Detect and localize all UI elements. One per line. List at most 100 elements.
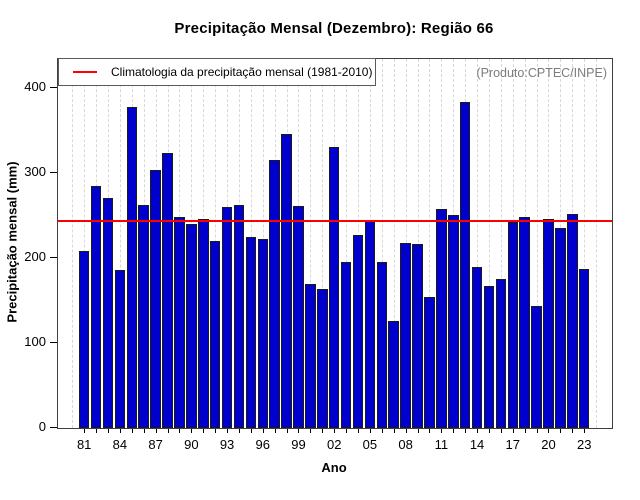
plot-area: Climatologia da precipitação mensal (198… xyxy=(57,58,613,429)
bar-2014 xyxy=(471,267,483,428)
bar-1981 xyxy=(78,251,90,428)
x-axis-tick xyxy=(286,429,288,433)
bar-2022 xyxy=(567,213,578,428)
gridline xyxy=(536,59,538,428)
gridline xyxy=(500,59,502,428)
x-axis-tick-label: 02 xyxy=(326,437,342,452)
bar-2011 xyxy=(436,208,447,428)
gridline xyxy=(84,59,86,428)
bar-1988 xyxy=(162,152,173,428)
bar-1999 xyxy=(293,206,304,428)
x-axis-tick xyxy=(238,429,240,433)
climatology-line xyxy=(58,220,612,223)
x-axis-tick xyxy=(393,429,395,433)
x-axis-tick xyxy=(310,429,312,433)
x-axis-tick xyxy=(334,429,336,433)
y-axis-tick xyxy=(50,171,57,173)
gridline xyxy=(310,59,312,428)
chart-title: Precipitação Mensal (Dezembro): Região 6… xyxy=(174,20,494,37)
x-axis-tick xyxy=(465,429,467,433)
bar-1993 xyxy=(221,206,233,428)
y-axis-tick xyxy=(50,427,57,428)
y-axis-tick-label: 400 xyxy=(24,78,46,94)
bar-1982 xyxy=(90,185,102,428)
x-axis-tick xyxy=(560,429,562,433)
gridline xyxy=(596,59,598,428)
bar-2009 xyxy=(412,244,423,428)
y-axis-tick-label: 200 xyxy=(24,248,46,264)
bar-2006 xyxy=(376,262,388,428)
y-axis-tick-label: 0 xyxy=(38,419,46,434)
x-axis-tick-label: 20 xyxy=(541,437,556,452)
bar-2003 xyxy=(340,262,352,428)
x-axis-tick xyxy=(191,429,193,433)
x-axis-tick xyxy=(215,429,217,433)
x-axis-tick xyxy=(488,429,490,433)
bar-2016 xyxy=(495,279,507,428)
gridline xyxy=(381,59,383,428)
x-axis-tick xyxy=(500,429,502,433)
bar-1983 xyxy=(102,197,114,428)
x-axis-tick xyxy=(512,429,514,433)
x-axis-tick xyxy=(548,429,550,433)
x-axis-tick xyxy=(119,429,121,433)
x-axis-tick xyxy=(417,429,419,433)
bar-1992 xyxy=(209,240,221,428)
y-axis-title: Precipitação mensal (mm) xyxy=(4,161,20,323)
x-axis-tick xyxy=(167,429,169,433)
bar-2012 xyxy=(448,215,459,428)
bar-2018 xyxy=(519,217,530,428)
x-axis-title: Ano xyxy=(321,460,347,475)
bar-2021 xyxy=(555,228,566,428)
bar-1984 xyxy=(114,269,126,428)
y-axis-tick-label: 100 xyxy=(24,333,46,349)
x-axis-tick xyxy=(346,429,348,433)
gridline xyxy=(72,59,74,428)
x-axis-tick-label: 99 xyxy=(291,437,306,452)
x-axis-tick xyxy=(108,429,109,433)
bar-2000 xyxy=(305,284,316,428)
x-axis-tick xyxy=(143,429,145,433)
gridline xyxy=(429,59,431,428)
x-axis-tick-label: 23 xyxy=(576,437,592,452)
gridline xyxy=(119,59,121,428)
gridline xyxy=(488,59,490,428)
gridline xyxy=(346,59,348,428)
legend-box: Climatologia da precipitação mensal (198… xyxy=(58,58,376,86)
x-axis-tick xyxy=(524,429,526,433)
x-axis-tick-label: 14 xyxy=(469,437,485,452)
x-axis-tick-label: 08 xyxy=(398,437,413,452)
bar-2001 xyxy=(317,289,328,428)
gridline xyxy=(477,59,479,428)
bar-1991 xyxy=(198,218,209,428)
x-axis-tick-label: 81 xyxy=(76,437,92,452)
bar-1994 xyxy=(233,205,245,428)
x-axis-tick-label: 87 xyxy=(148,437,163,452)
bar-2005 xyxy=(364,220,376,428)
bar-2019 xyxy=(531,306,542,428)
bar-1997 xyxy=(269,160,280,428)
x-axis-tick xyxy=(84,429,86,433)
x-axis-tick-label: 05 xyxy=(362,437,378,452)
gridline xyxy=(393,59,395,428)
x-axis-tick xyxy=(131,429,133,433)
bar-2023 xyxy=(578,269,590,428)
bar-2010 xyxy=(424,297,435,428)
bar-1995 xyxy=(245,236,257,428)
bar-1990 xyxy=(186,223,197,428)
bar-2002 xyxy=(328,146,340,428)
bar-2020 xyxy=(543,218,554,428)
y-axis-tick xyxy=(50,86,57,88)
gridline xyxy=(417,59,419,428)
bar-1996 xyxy=(257,239,269,428)
bar-1985 xyxy=(126,107,138,428)
bar-2013 xyxy=(459,102,471,428)
gridline xyxy=(322,59,324,428)
bar-2017 xyxy=(507,222,519,428)
y-axis-tick xyxy=(50,341,57,343)
bar-2008 xyxy=(400,242,411,428)
y-axis-tick-label: 300 xyxy=(24,163,46,179)
x-axis-tick xyxy=(203,429,205,433)
x-axis-tick xyxy=(250,429,252,433)
